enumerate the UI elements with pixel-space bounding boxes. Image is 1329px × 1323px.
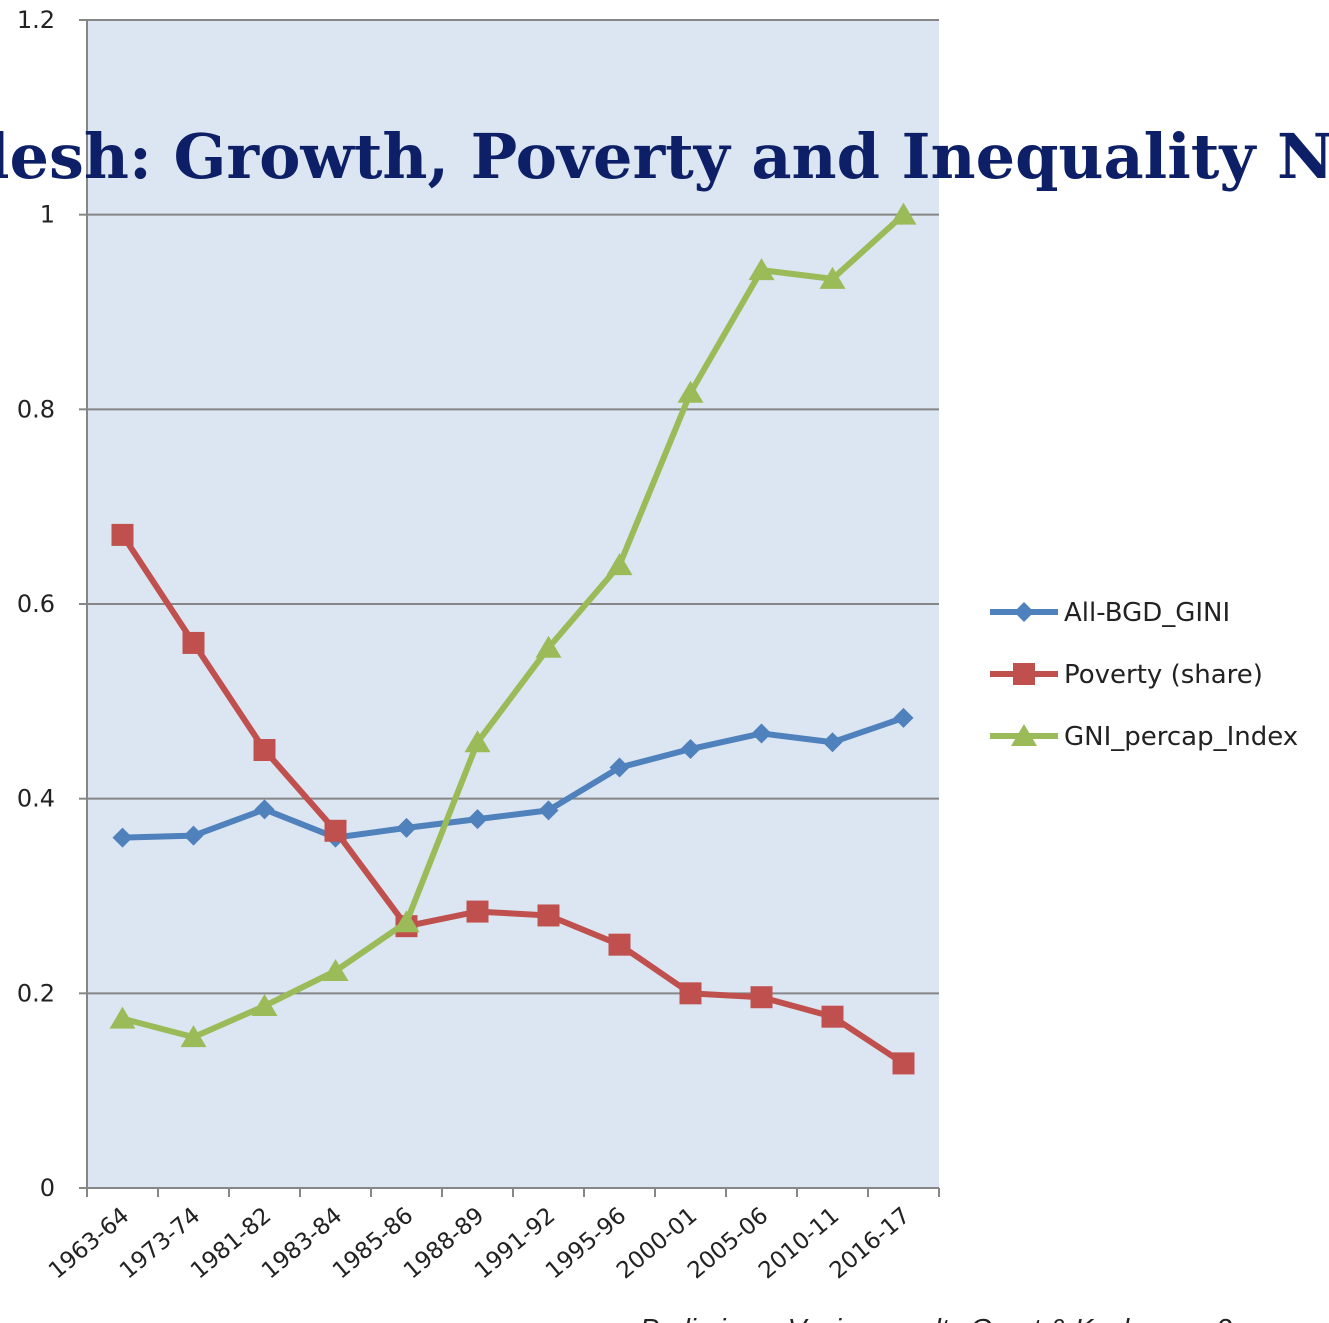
data-point bbox=[464, 730, 491, 753]
data-point bbox=[609, 757, 630, 778]
data-point bbox=[253, 739, 276, 761]
data-point bbox=[109, 1006, 136, 1029]
data-point bbox=[750, 986, 773, 1009]
data-point bbox=[535, 635, 562, 658]
series-poverty-share- bbox=[111, 523, 915, 1075]
series-layer bbox=[109, 202, 917, 1075]
data-point bbox=[608, 933, 631, 956]
data-point bbox=[183, 825, 204, 846]
data-point bbox=[111, 523, 134, 546]
data-point bbox=[890, 202, 917, 225]
y-tick-label: 1 bbox=[40, 201, 55, 229]
data-point bbox=[112, 827, 133, 848]
y-tick-label: 0.8 bbox=[17, 395, 55, 423]
data-point bbox=[606, 553, 633, 576]
data-point bbox=[180, 1025, 207, 1048]
y-tick-label: 0 bbox=[40, 1174, 55, 1202]
slide-title: lesh: Growth, Poverty and Inequality Nex… bbox=[0, 120, 1329, 193]
legend-marker bbox=[1014, 602, 1034, 622]
legend-marker bbox=[1013, 663, 1035, 685]
source-note: Preliminary Vecino results Grant & Kucha… bbox=[640, 1313, 1255, 1323]
legend-marker bbox=[1011, 724, 1037, 746]
legend-label: All-BGD_GINI bbox=[1064, 598, 1230, 628]
legend-item: GNI_percap_Index bbox=[990, 722, 1298, 752]
legend-label: Poverty (share) bbox=[1064, 660, 1263, 690]
data-point bbox=[893, 707, 914, 728]
data-point bbox=[393, 910, 420, 933]
data-point bbox=[748, 258, 775, 281]
series-line bbox=[119, 714, 907, 841]
y-tick-label: 1.2 bbox=[17, 6, 55, 34]
data-point bbox=[324, 819, 347, 842]
y-tick-label: 0.6 bbox=[17, 590, 55, 618]
data-point bbox=[537, 904, 560, 927]
legend-item: Poverty (share) bbox=[990, 660, 1263, 690]
data-point bbox=[822, 732, 843, 753]
series-line bbox=[119, 211, 907, 1041]
data-point bbox=[396, 817, 417, 838]
y-tick-label: 0.2 bbox=[17, 979, 55, 1007]
data-point bbox=[677, 380, 704, 403]
data-point bbox=[466, 900, 489, 923]
legend-item: All-BGD_GINI bbox=[990, 598, 1230, 628]
data-point bbox=[182, 631, 205, 654]
data-point bbox=[538, 800, 559, 821]
data-point bbox=[467, 809, 488, 830]
data-point bbox=[251, 993, 278, 1016]
data-point bbox=[821, 1005, 844, 1028]
data-point bbox=[680, 739, 701, 760]
x-tick-label: 2016-17 bbox=[825, 1203, 915, 1285]
series-line bbox=[119, 531, 907, 1067]
series-gni-percap-index bbox=[109, 202, 917, 1048]
data-point bbox=[892, 1052, 915, 1075]
data-point bbox=[751, 723, 772, 744]
y-tick-label: 0.4 bbox=[17, 785, 55, 813]
data-point bbox=[819, 266, 846, 289]
data-point bbox=[679, 982, 702, 1005]
gridlines bbox=[87, 19, 939, 995]
data-point bbox=[254, 799, 275, 820]
legend: All-BGD_GINI Poverty (share) GNI_percap_In… bbox=[990, 598, 1298, 752]
data-point bbox=[322, 958, 349, 981]
legend-label: GNI_percap_Index bbox=[1064, 722, 1298, 752]
